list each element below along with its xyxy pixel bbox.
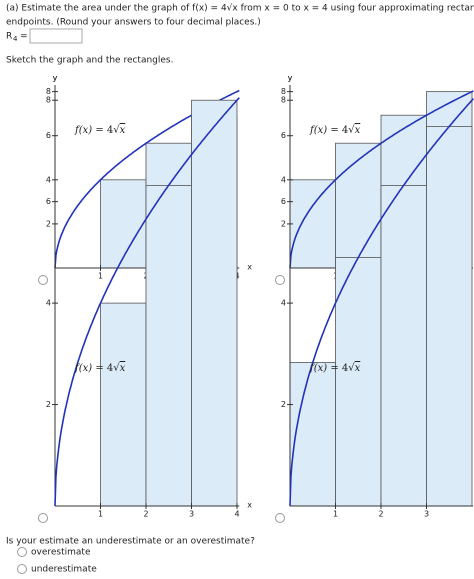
x-tick-label: 1 xyxy=(98,510,103,519)
answer-label: R xyxy=(6,32,12,42)
prompt-line: (a) Estimate the area under the graph of… xyxy=(6,3,474,14)
rectangle xyxy=(145,185,192,507)
function-coef: 4 xyxy=(107,363,113,374)
x-tick-label: 2 xyxy=(143,510,148,519)
y-tick-label: 2 xyxy=(281,400,286,409)
x-tick-label: 1 xyxy=(98,272,103,281)
function-coef: 4 xyxy=(342,125,348,136)
radio[interactable] xyxy=(275,275,285,285)
y-tick-label: 6 xyxy=(46,197,51,206)
x-axis-label: x xyxy=(247,263,252,272)
function-curve xyxy=(289,98,474,507)
y-tick-label: 2 xyxy=(46,219,51,228)
option: underestimate xyxy=(31,565,97,575)
rectangle xyxy=(191,99,238,507)
radio[interactable] xyxy=(38,275,48,285)
function-coef: 4 xyxy=(107,125,113,136)
answer-eq: = xyxy=(20,32,28,42)
y-tick-label: 2 xyxy=(46,400,51,409)
x-tick-label: 3 xyxy=(424,510,429,519)
y-tick-label: 4 xyxy=(46,175,51,184)
rectangle xyxy=(380,185,427,507)
function-lhs: f(x) = xyxy=(309,125,342,136)
rectangle xyxy=(335,257,382,507)
radio[interactable] xyxy=(17,547,27,557)
answer-input[interactable] xyxy=(29,28,83,44)
function-label: f(x) = 4√x xyxy=(74,125,126,136)
function-radicand: x xyxy=(120,363,126,374)
radio[interactable] xyxy=(17,564,27,574)
y-axis-label: y xyxy=(53,74,58,83)
y-tick-label: 4 xyxy=(281,175,286,184)
function-label: f(x) = 4√x xyxy=(309,363,361,374)
rectangle xyxy=(289,179,336,269)
y-tick-label: 4 xyxy=(281,299,286,308)
function-lhs: f(x) = xyxy=(74,363,107,374)
rectangle xyxy=(335,142,382,269)
rectangle xyxy=(100,302,147,507)
rectangle xyxy=(100,179,147,269)
x-axis-label: x xyxy=(247,501,252,510)
x-tick-label: 2 xyxy=(378,510,383,519)
function-curve xyxy=(54,97,240,507)
question: Is your estimate an underestimate or an … xyxy=(6,537,255,547)
function-coef: 4 xyxy=(342,363,348,374)
function-radicand: x xyxy=(355,125,361,136)
radio[interactable] xyxy=(275,513,285,523)
function-label: f(x) = 4√x xyxy=(74,363,126,374)
y-axis-label: y xyxy=(53,74,58,83)
function-radicand: x xyxy=(355,363,361,374)
option: overestimate xyxy=(31,548,91,558)
y-tick-label: 4 xyxy=(46,299,51,308)
radio[interactable] xyxy=(38,513,48,523)
sketch-prompt: Sketch the graph and the rectangles. xyxy=(6,56,173,66)
y-tick-label: 6 xyxy=(281,197,286,206)
y-tick-label: 8 xyxy=(281,87,286,96)
y-tick-label: 8 xyxy=(46,96,51,105)
function-curve xyxy=(289,90,474,269)
y-tick-label: 8 xyxy=(46,87,51,96)
function-radicand: x xyxy=(120,125,126,136)
x-tick-label: 4 xyxy=(234,510,239,519)
answer-sub: 4 xyxy=(13,35,18,43)
prompt-line: endpoints. (Round your answers to four d… xyxy=(6,18,261,28)
x-tick-label: 1 xyxy=(333,510,338,519)
function-label: f(x) = 4√x xyxy=(309,125,361,136)
y-axis-label: y xyxy=(288,74,293,83)
function-lhs: f(x) = xyxy=(74,125,107,136)
y-tick-label: 6 xyxy=(281,131,286,140)
y-tick-label: 6 xyxy=(46,131,51,140)
y-tick-label: 2 xyxy=(281,219,286,228)
rectangle xyxy=(289,362,336,507)
y-tick-label: 8 xyxy=(281,96,286,105)
y-axis-label: y xyxy=(288,74,293,83)
function-lhs: f(x) = xyxy=(309,363,342,374)
x-tick-label: 3 xyxy=(189,510,194,519)
rectangle xyxy=(426,126,473,507)
